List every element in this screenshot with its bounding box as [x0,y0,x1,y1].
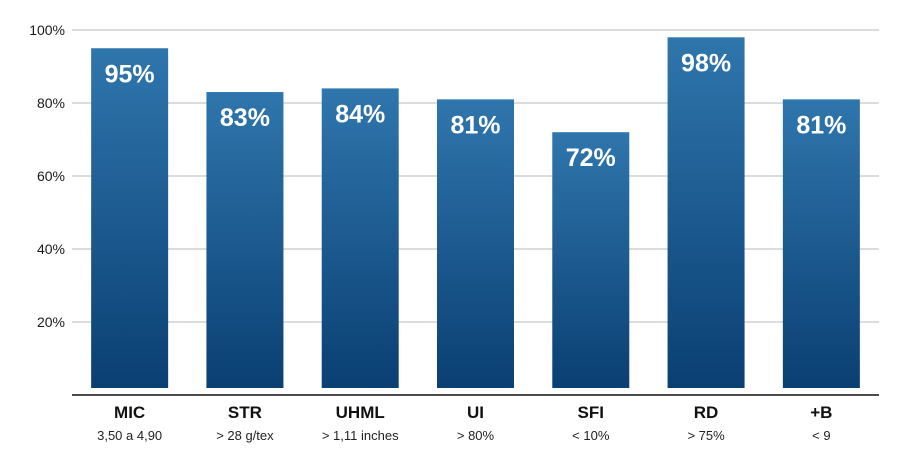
x-category-label: STR [228,403,262,422]
x-category-sublabel: < 10% [572,428,610,443]
bar-b [782,99,860,388]
x-category-label: UI [467,403,484,422]
data-label: 81% [796,111,846,139]
data-label: 72% [566,144,616,172]
data-label: 95% [105,60,155,88]
x-category-label: RD [694,403,719,422]
x-category-sublabel: 3,50 a 4,90 [97,428,162,443]
data-label: 84% [335,100,385,128]
x-category-sublabel: > 1,11 inches [322,428,399,443]
y-tick-label: 80% [37,95,65,111]
data-label: 81% [450,111,500,139]
data-label: 98% [681,49,731,77]
data-label: 83% [220,104,270,132]
bar-ui [437,99,514,388]
y-tick-label: 100% [29,22,65,38]
x-category-label: MIC [114,403,145,422]
x-category-sublabel: > 28 g/tex [216,428,274,443]
y-tick-label: 40% [37,241,65,257]
x-category-label: UHML [336,403,385,422]
labels: 20% 40% 60% 80% 100% 95% MIC 3,50 a 4,90 83% STR >… [29,22,846,443]
bars [91,37,860,389]
bar-sfi [552,132,630,388]
x-category-label: SFI [578,403,604,422]
bar-rd [667,37,745,389]
x-category-sublabel: > 80% [457,428,495,443]
y-tick-label: 20% [37,314,65,330]
x-category-sublabel: < 9 [812,428,830,443]
bar-uhml [321,88,399,389]
bar-str [206,92,284,389]
x-category-label: +B [810,403,832,422]
bar-mic [91,48,169,388]
x-category-sublabel: > 75% [687,428,725,443]
y-tick-label: 60% [37,168,65,184]
